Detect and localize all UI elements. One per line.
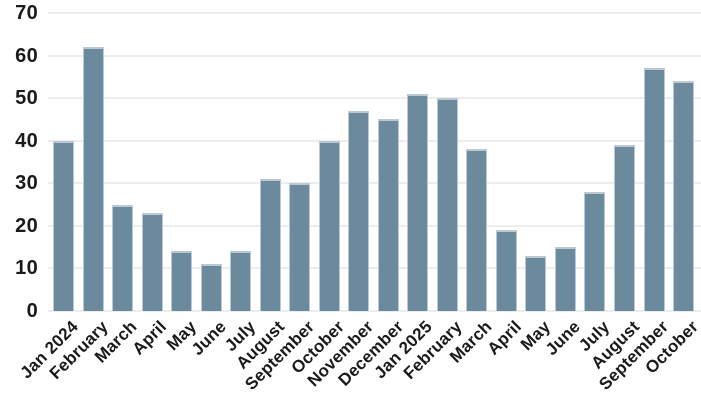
- bar-june: [554, 247, 576, 311]
- gridline-70: [48, 12, 701, 14]
- bar-april: [141, 213, 163, 311]
- bar-september: [643, 68, 665, 311]
- gridline-40: [48, 139, 701, 142]
- y-tick-label: 0: [26, 300, 38, 322]
- bar-july: [230, 251, 252, 311]
- bar-may: [171, 251, 193, 311]
- bar-jan-2024: [53, 140, 74, 311]
- gridline-30: [48, 182, 701, 185]
- gridline-0: [48, 310, 701, 312]
- gridline-50: [48, 97, 701, 100]
- bar-june: [200, 264, 222, 311]
- gridline-10: [48, 267, 701, 270]
- y-tick-label: 50: [15, 87, 38, 110]
- bar-jan-2025: [407, 93, 429, 311]
- y-tick-label: 20: [15, 214, 38, 237]
- bar-march: [112, 204, 133, 311]
- gridline-20: [48, 224, 701, 227]
- y-tick-label: 30: [15, 172, 38, 195]
- bar-september: [289, 183, 311, 311]
- bar-may: [525, 255, 547, 311]
- bar-august: [259, 179, 281, 311]
- bar-april: [495, 230, 517, 311]
- bar-october: [318, 140, 340, 311]
- y-tick-label: 70: [15, 2, 38, 24]
- bar-february: [436, 98, 458, 311]
- bar-december: [377, 119, 399, 311]
- bar-october: [673, 81, 694, 311]
- y-tick-label: 40: [15, 129, 38, 152]
- bar-november: [348, 110, 370, 311]
- bar-february: [82, 47, 104, 311]
- bar-july: [584, 191, 606, 311]
- y-tick-label: 60: [15, 44, 38, 67]
- bar-march: [466, 149, 488, 311]
- gridline-60: [48, 54, 701, 57]
- bar-august: [614, 145, 635, 311]
- y-tick-label: 10: [15, 257, 38, 280]
